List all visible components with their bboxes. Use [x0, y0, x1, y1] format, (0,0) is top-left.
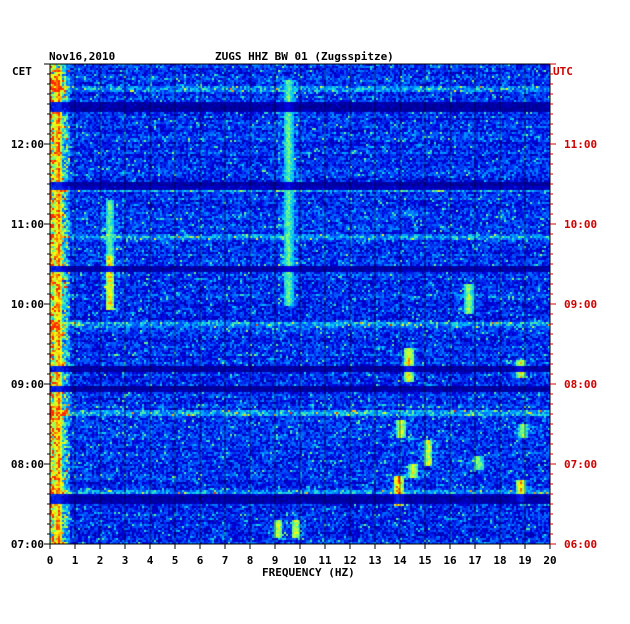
right-time-label: 06:00 — [564, 538, 597, 551]
left-time-tick-labels: 12:00 11:00 10:00 09:00 08:00 07:00 — [11, 138, 44, 551]
x-tick-label: 8 — [247, 554, 254, 567]
x-tick-label: 14 — [393, 554, 407, 567]
x-tick-label: 10 — [293, 554, 306, 567]
x-axis-label: FREQUENCY (HZ) — [262, 566, 355, 579]
left-time-label: 10:00 — [11, 298, 44, 311]
x-tick-label: 0 — [47, 554, 54, 567]
left-time-label: 07:00 — [11, 538, 44, 551]
x-tick-label: 3 — [122, 554, 129, 567]
date-label: Nov16,2010 — [49, 50, 115, 63]
x-tick-label: 2 — [97, 554, 104, 567]
right-time-tick-labels: 11:00 10:00 09:00 08:00 07:00 06:00 — [564, 138, 597, 551]
right-axis-label: UTC — [553, 65, 573, 78]
x-tick-labels: 0 1 2 3 4 5 6 7 8 9 10 11 12 13 14 15 16 17 18 19 20 — [47, 554, 557, 567]
x-tick-label: 4 — [147, 554, 154, 567]
x-tick-label: 17 — [468, 554, 481, 567]
x-tick-label: 18 — [493, 554, 506, 567]
x-tick-label: 13 — [368, 554, 381, 567]
left-time-label: 11:00 — [11, 218, 44, 231]
x-tick-label: 12 — [343, 554, 356, 567]
x-tick-label: 7 — [222, 554, 229, 567]
grid-lines — [74, 64, 526, 544]
axis-ticks — [44, 63, 556, 549]
x-tick-label: 1 — [72, 554, 79, 567]
right-time-label: 07:00 — [564, 458, 597, 471]
x-tick-label: 15 — [418, 554, 431, 567]
x-tick-label: 9 — [272, 554, 279, 567]
x-tick-label: 19 — [518, 554, 531, 567]
x-tick-label: 5 — [172, 554, 179, 567]
right-time-label: 09:00 — [564, 298, 597, 311]
x-tick-label: 20 — [543, 554, 556, 567]
left-time-label: 08:00 — [11, 458, 44, 471]
right-time-label: 11:00 — [564, 138, 597, 151]
left-time-label: 12:00 — [11, 138, 44, 151]
x-tick-label: 6 — [197, 554, 204, 567]
left-axis-label: CET — [12, 65, 32, 78]
chart-title: ZUGS HHZ BW 01 (Zugsspitze) — [215, 50, 394, 63]
x-tick-label: 11 — [318, 554, 332, 567]
right-time-label: 10:00 — [564, 218, 597, 231]
x-tick-label: 16 — [443, 554, 457, 567]
right-time-label: 08:00 — [564, 378, 597, 391]
left-time-label: 09:00 — [11, 378, 44, 391]
